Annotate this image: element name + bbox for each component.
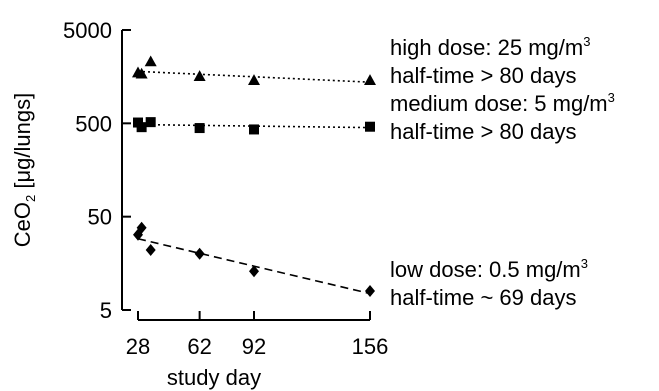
annotation-high-line1-sup: 3 (583, 34, 590, 49)
diamond-marker (249, 265, 259, 278)
annotation-medium-line1-text: medium dose: 5 mg/m (390, 91, 608, 116)
annotation-high-line1-text: high dose: 25 mg/m (390, 35, 583, 60)
fit-lines (137, 70, 371, 295)
triangle-marker (364, 74, 376, 85)
x-tick-label: 62 (187, 334, 211, 359)
square-marker (194, 123, 205, 134)
y-tick-label: 50 (88, 205, 112, 230)
x-axis-title: study day (167, 365, 261, 390)
annotation-low-line1-text: low dose: 0.5 mg/m (390, 257, 581, 282)
triangle-marker (135, 67, 148, 79)
y-tick-label: 5000 (63, 18, 112, 43)
y-ticks: 5 50 500 5000 (63, 18, 131, 323)
annotation-high-line1: high dose: 25 mg/m3 (390, 34, 590, 60)
diamond-marker (194, 247, 205, 260)
y-axis-title-unit: [μg/lungs] (10, 93, 35, 195)
y-axis-title-base: CeO (10, 202, 35, 247)
x-tick-label: 28 (126, 334, 150, 359)
x-tick-label: 92 (242, 334, 266, 359)
y-tick-label: 500 (75, 111, 112, 136)
square-marker (136, 122, 147, 133)
diamond-marker (145, 243, 156, 256)
y-axis-title: CeO2 [μg/lungs] (10, 93, 38, 247)
annotation-low-line1-sup: 3 (581, 256, 588, 271)
annotation-low-line1: low dose: 0.5 mg/m3 (390, 256, 588, 282)
diamond-marker (365, 284, 375, 297)
annotation-medium-line2: half-time > 80 days (390, 119, 576, 144)
annotation-high-line2: half-time > 80 days (390, 63, 576, 88)
y-axis-title-subscript: 2 (23, 195, 38, 202)
square-marker (249, 124, 259, 135)
square-marker (145, 117, 156, 128)
triangle-marker (144, 55, 157, 67)
triangle-marker (248, 74, 260, 85)
x-ticks: 28 62 92 156 (126, 311, 389, 359)
annotation-medium-line1: medium dose: 5 mg/m3 (390, 90, 615, 116)
y-tick-label: 5 (100, 298, 112, 323)
square-marker (365, 121, 375, 132)
annotation-medium-line1-sup: 3 (608, 90, 615, 105)
series-annotations: high dose: 25 mg/m3 half-time > 80 days … (390, 34, 615, 310)
x-tick-label: 156 (352, 334, 389, 359)
triangle-marker (193, 70, 206, 81)
data-markers (132, 55, 376, 297)
diamond-marker (136, 221, 147, 234)
annotation-low-line2: half-time ~ 69 days (390, 285, 576, 310)
